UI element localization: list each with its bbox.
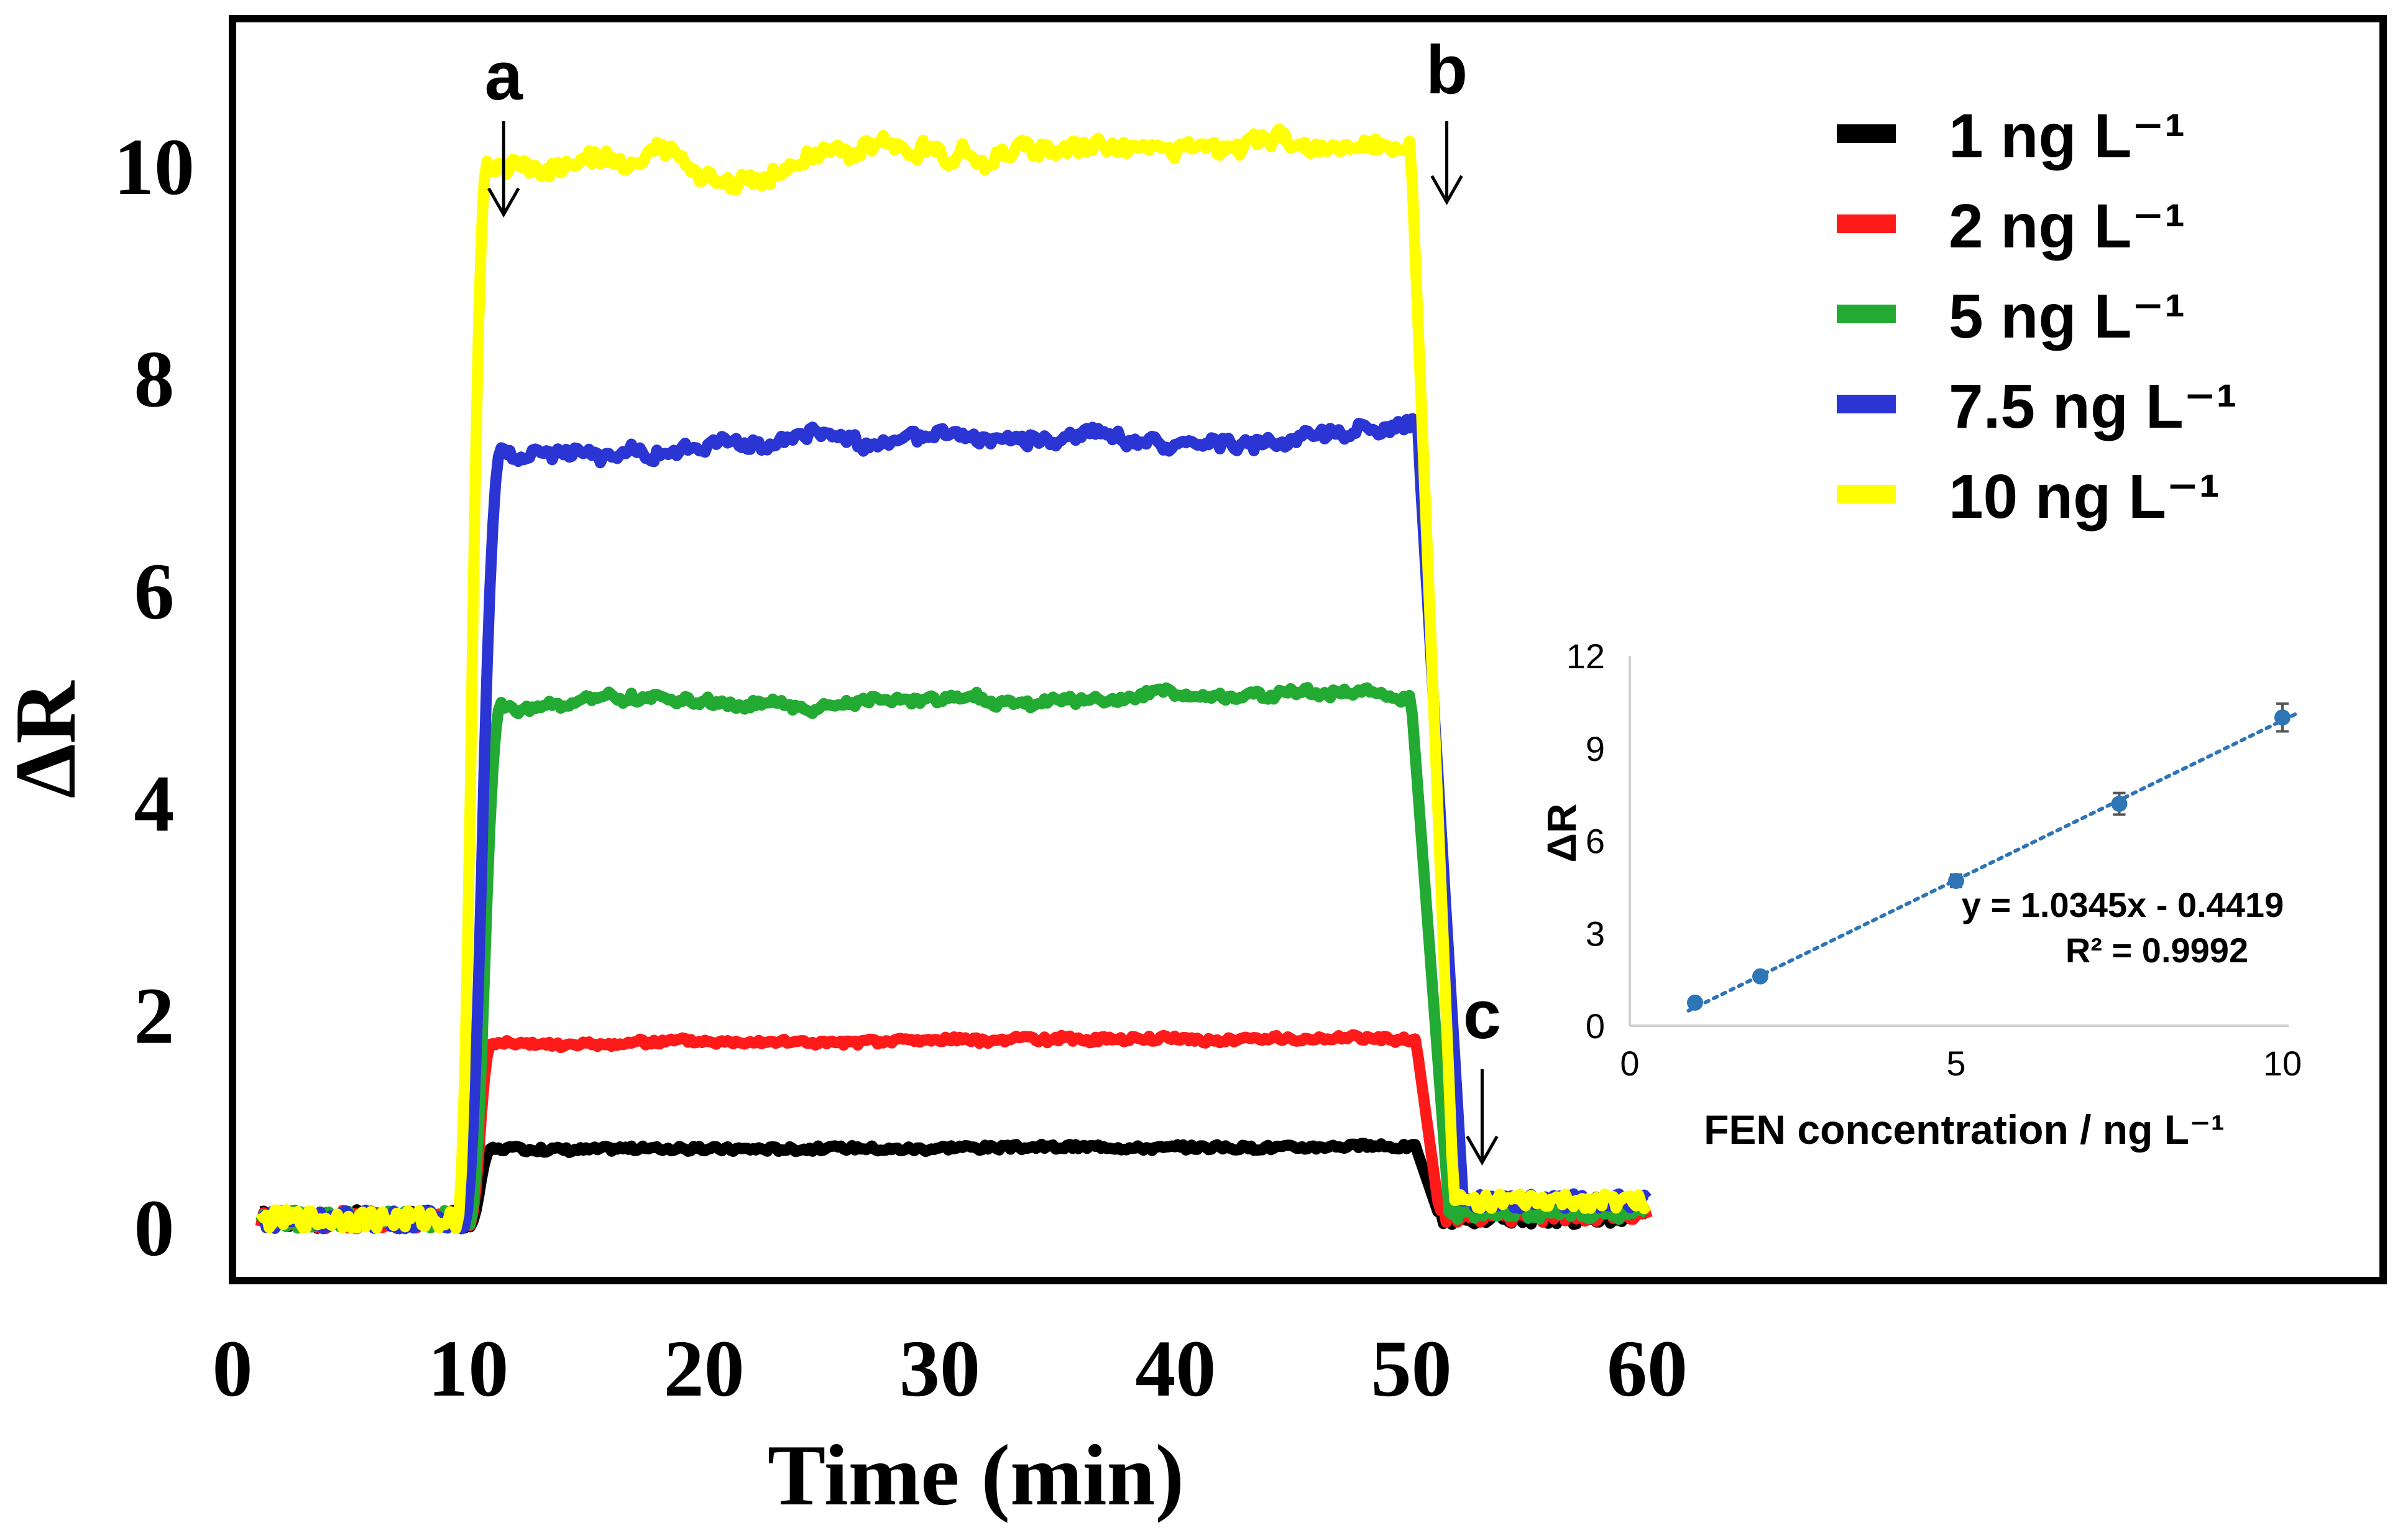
inset-x-tick-0: 0	[1620, 1044, 1639, 1083]
inset-point-1	[1752, 968, 1768, 985]
inset-y-tick-0: 0	[1586, 1006, 1605, 1046]
annotation-arrowhead-c	[1466, 1135, 1499, 1166]
inset-axes	[1629, 656, 2289, 1027]
main-y-tick-1: 2	[134, 972, 175, 1061]
main-y-tick-0: 0	[134, 1184, 175, 1273]
inset-trendline-layer	[1686, 712, 2297, 1013]
inset-x-tick-1: 5	[1946, 1044, 1965, 1083]
inset-point-2	[1948, 872, 1964, 889]
inset-x-tick-labels: 0 5 10	[1620, 1044, 2302, 1083]
main-x-tick-2: 20	[664, 1324, 745, 1414]
legend-label-3: 7.5 ng L⁻¹	[1949, 372, 2237, 441]
main-y-tick-2: 4	[134, 759, 175, 849]
inset-trendline	[1686, 712, 2297, 1013]
legend-label-1: 2 ng L⁻¹	[1949, 191, 2185, 261]
main-y-tick-4: 8	[134, 334, 175, 424]
inset-y-tick-4: 12	[1566, 637, 1605, 676]
series-line-4	[255, 123, 1652, 1235]
series-line-0	[258, 1138, 1650, 1234]
main-x-tick-0: 0	[213, 1324, 253, 1414]
inset-y-axis-label: ΔR	[1538, 803, 1584, 862]
main-series-lines	[255, 123, 1653, 1235]
inset-r-squared: R² = 0.9992	[2066, 931, 2248, 970]
annotation-label-b: b	[1426, 32, 1468, 108]
series-line-3	[258, 413, 1652, 1235]
main-y-tick-labels: 0 2 4 6 8 10	[114, 122, 195, 1273]
annotation-arrowhead-a	[487, 187, 520, 218]
inset-x-axis-label: FEN concentration / ng L⁻¹	[1704, 1107, 2225, 1153]
main-x-tick-6: 60	[1607, 1324, 1688, 1414]
main-x-tick-4: 40	[1135, 1324, 1216, 1414]
inset-point-4	[2274, 709, 2291, 726]
legend-label-4: 10 ng L⁻¹	[1949, 462, 2220, 532]
annotation-label-c: c	[1463, 977, 1501, 1053]
plot-frame	[229, 15, 2387, 1284]
inset-x-tick-2: 10	[2263, 1044, 2302, 1083]
inset-y-tick-2: 6	[1586, 822, 1605, 861]
series-line-1	[255, 1029, 1653, 1235]
inset-y-tick-3: 9	[1586, 729, 1605, 768]
main-annotations: a b c	[485, 32, 1501, 1166]
inset-data-points	[1687, 702, 2291, 1011]
legend-label-0: 1 ng L⁻¹	[1949, 101, 2185, 171]
main-x-tick-1: 10	[428, 1324, 508, 1414]
legend-label-2: 5 ng L⁻¹	[1949, 282, 2185, 351]
inset-equation: y = 1.0345x - 0.4419	[1962, 885, 2284, 924]
annotation-arrowhead-b	[1430, 175, 1463, 206]
inset-chart: 0 3 6 9 12 0 5 10 y = 1.0345x - 0.4419 R² = 0.…	[1538, 637, 2302, 1153]
series-line-2	[255, 682, 1651, 1235]
main-y-tick-3: 6	[134, 547, 175, 637]
annotation-label-a: a	[485, 38, 523, 114]
inset-y-tick-labels: 0 3 6 9 12	[1566, 637, 1605, 1046]
inset-point-3	[2111, 796, 2128, 812]
x-axis-label: Time (min)	[768, 1427, 1184, 1524]
main-x-tick-3: 30	[899, 1324, 980, 1414]
legend: 1 ng L⁻¹ 2 ng L⁻¹ 5 ng L⁻¹ 7.5 ng L⁻¹ 10 ng …	[1837, 101, 2237, 532]
main-x-tick-5: 50	[1371, 1324, 1452, 1414]
main-y-tick-5: 10	[114, 122, 195, 212]
inset-y-tick-1: 3	[1586, 914, 1605, 953]
main-x-tick-labels: 0 10 20 30 40 50 60	[213, 1324, 1688, 1414]
y-axis-label: ΔR	[0, 680, 94, 799]
inset-point-0	[1687, 994, 1703, 1011]
